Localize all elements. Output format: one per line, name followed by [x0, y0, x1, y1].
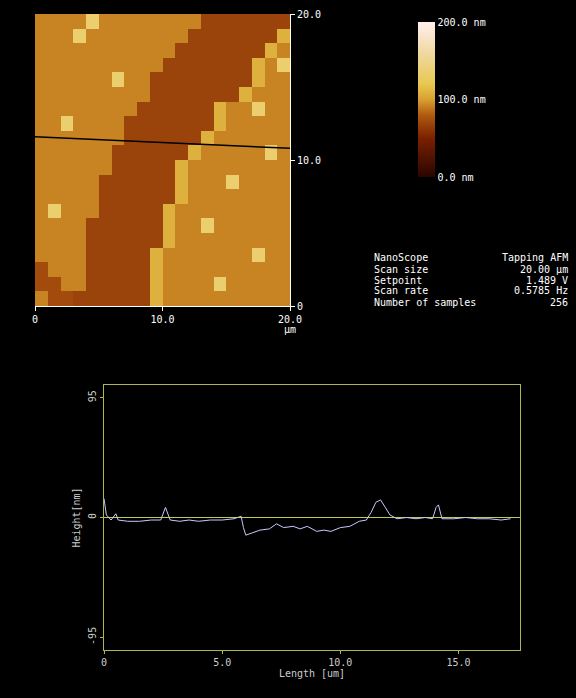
svg-text:0.5785 Hz: 0.5785 Hz: [514, 285, 568, 296]
svg-text:-95: -95: [87, 627, 98, 645]
svg-text:0.0 nm: 0.0 nm: [438, 172, 474, 183]
svg-text:0: 0: [297, 301, 303, 312]
svg-text:200.0 nm: 200.0 nm: [438, 17, 486, 28]
svg-text:Scan size: Scan size: [374, 264, 428, 275]
svg-text:Number of samples: Number of samples: [374, 297, 476, 308]
svg-text:0: 0: [101, 657, 107, 668]
svg-text:1.489 V: 1.489 V: [526, 275, 568, 286]
svg-text:10.0: 10.0: [150, 314, 174, 325]
svg-text:100.0 nm: 100.0 nm: [438, 94, 486, 105]
svg-text:Height[nm]: Height[nm]: [71, 487, 82, 547]
svg-text:0: 0: [87, 513, 98, 519]
svg-text:Setpoint: Setpoint: [374, 275, 422, 286]
svg-text:Length [um]: Length [um]: [279, 668, 345, 679]
svg-text:µm: µm: [284, 324, 296, 335]
svg-text:15.0: 15.0: [447, 657, 471, 668]
svg-text:10.0: 10.0: [328, 657, 352, 668]
svg-text:20.0: 20.0: [278, 314, 302, 325]
svg-text:0: 0: [32, 314, 38, 325]
svg-text:20.00 µm: 20.00 µm: [520, 264, 568, 275]
svg-text:NanoScope: NanoScope: [374, 252, 428, 263]
svg-text:95: 95: [87, 390, 98, 402]
svg-text:20.0: 20.0: [297, 9, 321, 20]
svg-text:5.0: 5.0: [213, 657, 231, 668]
svg-text:256: 256: [550, 297, 568, 308]
svg-text:Scan rate: Scan rate: [374, 285, 428, 296]
svg-text:10.0: 10.0: [297, 155, 321, 166]
svg-text:Tapping AFM: Tapping AFM: [502, 252, 568, 263]
